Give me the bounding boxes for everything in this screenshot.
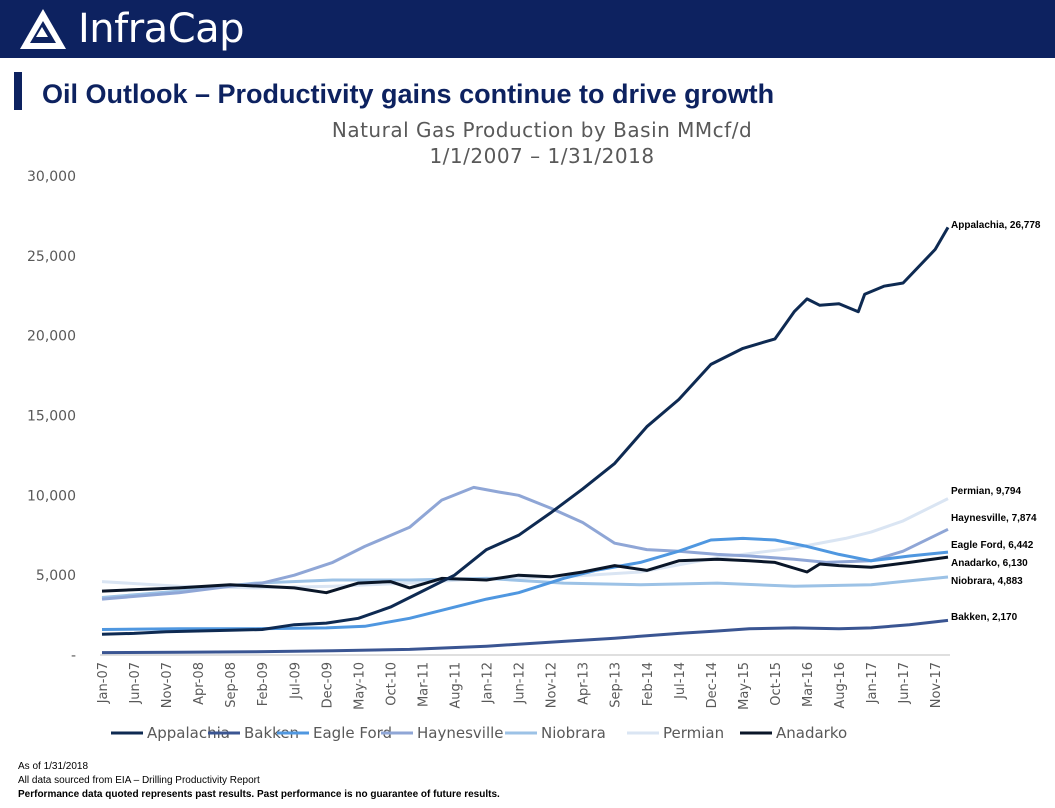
brand-name: InfraCap: [78, 6, 245, 52]
y-tick-label: 20,000: [27, 329, 76, 345]
x-tick-label: Sep-13: [609, 662, 624, 708]
x-tick-label: Apr-08: [192, 662, 207, 705]
x-tick-label: Jan-17: [865, 662, 880, 704]
source-note: All data sourced from EIA – Drilling Pro…: [18, 775, 260, 786]
x-tick-label: Oct-15: [769, 662, 784, 706]
y-tick-label: -: [71, 648, 76, 664]
x-tick-label: May-10: [352, 662, 367, 710]
legend-label: Bakken: [244, 724, 299, 742]
x-tick-label: Feb-14: [641, 662, 656, 706]
legend-label: Permian: [663, 724, 724, 742]
x-tick-label: Jun-17: [897, 662, 912, 705]
infracap-logo-icon: [20, 9, 66, 49]
end-label-permian: Permian, 9,794: [951, 486, 1021, 497]
x-tick-label: Dec-09: [320, 662, 335, 708]
legend-label: Eagle Ford: [313, 724, 392, 742]
legend-label: Anadarko: [776, 724, 847, 742]
series-line-appalachia: [101, 226, 950, 636]
page-title: Oil Outlook – Productivity gains continu…: [42, 79, 775, 109]
x-tick-label: Mar-11: [416, 662, 431, 707]
x-tick-label: Aug-11: [449, 662, 464, 709]
end-label-eagle-ford: Eagle Ford, 6,442: [951, 540, 1034, 551]
title-accent-bar: [14, 72, 22, 110]
x-tick-label: Feb-09: [256, 662, 271, 706]
header-bar: InfraCap: [0, 0, 1055, 58]
y-tick-label: 10,000: [27, 488, 76, 504]
x-tick-label: Jun-07: [128, 662, 143, 705]
series-line-bakken: [101, 618, 949, 655]
x-tick-label: Jan-07: [96, 662, 111, 704]
x-tick-label: Jun-12: [513, 662, 528, 705]
x-tick-label: Jan-12: [481, 662, 496, 704]
production-chart: Natural Gas Production by Basin MMcf/d 1…: [27, 118, 1041, 742]
end-label-anadarko: Anadarko, 6,130: [951, 558, 1028, 569]
x-tick-label: Mar-16: [801, 662, 816, 707]
x-tick-label: Aug-16: [833, 662, 848, 709]
y-axis: - 5,000 10,000 15,000 20,000 25,000 30,000: [27, 169, 76, 664]
chart-title: Natural Gas Production by Basin MMcf/d: [332, 118, 752, 142]
y-tick-label: 25,000: [27, 249, 76, 265]
legend-label: Haynesville: [417, 724, 504, 742]
chart-subtitle: 1/1/2007 – 1/31/2018: [429, 144, 654, 168]
x-tick-label: Sep-08: [224, 662, 239, 708]
x-tick-label: Jul-09: [288, 662, 303, 700]
end-label-appalachia: Appalachia, 26,778: [951, 220, 1041, 231]
x-tick-label: Oct-10: [384, 662, 399, 706]
end-label-bakken: Bakken, 2,170: [951, 612, 1018, 623]
series-line-anadarko: [101, 555, 949, 595]
y-tick-label: 5,000: [36, 568, 76, 584]
x-tick-label: Nov-12: [545, 662, 560, 708]
x-tick-label: Jul-14: [673, 662, 688, 700]
y-tick-label: 30,000: [27, 169, 76, 185]
x-tick-label: Nov-07: [160, 662, 175, 708]
end-labels: Appalachia, 26,778 Bakken, 2,170 Eagle For…: [951, 220, 1041, 623]
x-tick-label: Nov-17: [929, 662, 944, 708]
legend-label: Appalachia: [147, 724, 230, 742]
x-tick-label: May-15: [737, 662, 752, 710]
disclaimer-note: Performance data quoted represents past …: [18, 789, 500, 800]
end-label-niobrara: Niobrara, 4,883: [951, 576, 1023, 587]
series-lines: [101, 226, 950, 655]
series-line-haynesville: [101, 485, 949, 601]
x-axis: Jan-07 Jun-07 Nov-07 Apr-08 Sep-08 Feb-09 Jul-…: [96, 662, 944, 710]
legend: Appalachia Bakken Eagle Ford Haynesville Nio…: [111, 724, 847, 742]
x-tick-label: Apr-13: [577, 662, 592, 705]
end-label-haynesville: Haynesville, 7,874: [951, 513, 1037, 524]
x-tick-label: Dec-14: [705, 662, 720, 708]
y-tick-label: 15,000: [27, 409, 76, 425]
as-of-note: As of 1/31/2018: [18, 761, 89, 772]
legend-label: Niobrara: [541, 724, 606, 742]
footnotes: As of 1/31/2018 All data sourced from EI…: [18, 760, 500, 802]
